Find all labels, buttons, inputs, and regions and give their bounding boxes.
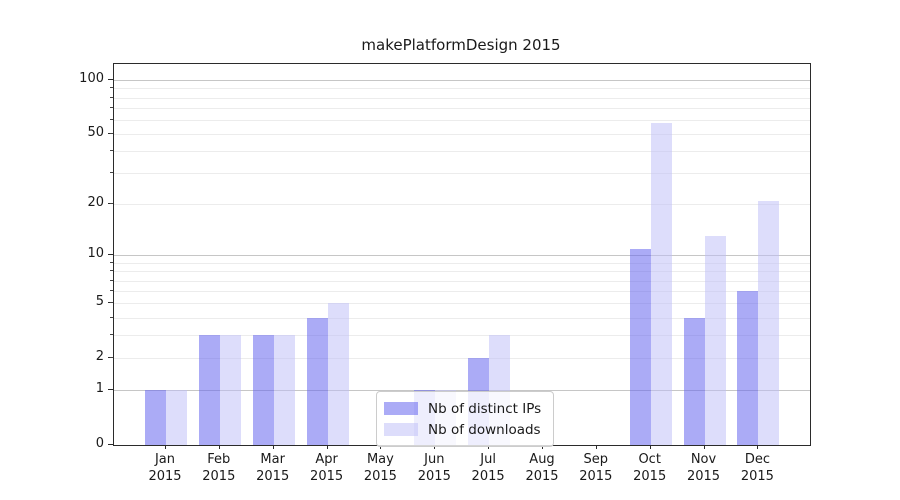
y-minor-tick-mark [110,334,113,336]
gridline [114,97,810,99]
x-tick-mark [326,445,328,449]
gridline [114,262,810,264]
x-tick-mark [434,445,436,449]
gridline [114,358,810,360]
bar-downloads-apr [327,303,349,445]
y-minor-tick-mark [110,357,113,359]
x-tick-label: Jun 2015 [417,452,451,484]
bar-distinct-ips-apr [306,317,328,445]
x-tick-mark [218,445,220,449]
legend-label: Nb of downloads [428,421,541,438]
y-minor-tick-mark [110,118,113,120]
bar-downloads-jan [166,390,187,445]
chart-title: makePlatformDesign 2015 [361,36,561,54]
y-tick-label: 2 [95,349,104,365]
gridline [114,88,810,90]
x-tick-label: Apr 2015 [310,452,344,484]
plot-area [113,63,811,446]
bar-distinct-ips-oct [629,248,651,445]
x-tick-mark [165,445,166,449]
x-tick-mark [488,445,490,449]
gridline [114,317,810,319]
gridline-major [114,390,810,392]
x-tick-label: Mar 2015 [256,452,290,484]
x-tick-label: Jan 2015 [148,452,182,484]
y-minor-tick-mark [110,172,113,174]
y-tick-mark [108,444,113,445]
legend-item-distinct-ips: Nb of distinct IPs [384,398,541,419]
y-minor-tick-mark [110,87,113,89]
x-tick-label: Sep 2015 [579,452,613,484]
x-tick-label: Dec 2015 [740,452,774,484]
bar-downloads-oct [650,122,672,445]
y-minor-tick-mark [110,203,113,205]
gridline [114,204,810,206]
bar-distinct-ips-mar [252,335,274,445]
gridline [114,134,810,136]
y-tick-label: 5 [95,294,104,310]
gridline [114,119,810,121]
x-tick-label: Oct 2015 [633,452,667,484]
gridline-major [114,255,810,257]
legend: Nb of distinct IPs Nb of downloads [376,391,555,447]
bar-distinct-ips-nov [683,317,705,445]
x-tick-mark [703,445,705,449]
gridline [114,280,810,282]
bar-distinct-ips-feb [198,335,220,445]
y-minor-tick-mark [110,290,113,292]
legend-item-downloads: Nb of downloads [384,419,541,440]
gridline [114,173,810,175]
y-tick-label: 10 [87,246,104,262]
gridline [114,303,810,305]
bar-downloads-nov [704,236,726,445]
gridline [114,107,810,109]
x-tick-mark [757,445,759,449]
bar-downloads-dec [758,200,780,445]
gridline [114,335,810,337]
gridline [114,291,810,293]
gridline [114,271,810,273]
y-tick-mark [108,79,113,80]
y-tick-label: 20 [87,195,104,211]
y-minor-tick-mark [110,96,113,98]
y-minor-tick-mark [110,261,113,263]
x-tick-mark [542,445,543,449]
bar-distinct-ips-dec [737,291,759,445]
y-minor-tick-mark [110,150,113,152]
y-tick-mark [108,254,113,256]
y-minor-tick-mark [110,133,113,135]
gridline-major [114,80,810,81]
y-tick-label: 50 [87,125,104,141]
x-tick-label: May 2015 [363,452,397,484]
x-tick-label: Jul 2015 [471,452,505,484]
y-tick-label: 1 [95,381,104,397]
bar-downloads-mar [273,335,295,445]
gridline [114,151,810,153]
legend-swatch-distinct-ips [384,402,418,415]
x-tick-mark [649,445,651,449]
x-tick-label: Feb 2015 [202,452,236,484]
y-tick-label: 0 [95,436,104,451]
bar-downloads-feb [219,335,241,445]
y-minor-tick-mark [110,106,113,108]
y-minor-tick-mark [110,270,113,272]
y-tick-label: 100 [79,71,104,86]
legend-swatch-downloads [384,423,418,436]
x-tick-mark [380,445,382,449]
x-tick-mark [272,445,274,449]
y-minor-tick-mark [110,302,113,304]
x-tick-mark [595,445,597,449]
y-minor-tick-mark [110,316,113,318]
bar-distinct-ips-jan [145,390,166,445]
x-tick-label: Nov 2015 [686,452,721,484]
y-minor-tick-mark [110,279,113,281]
y-tick-mark [108,389,113,391]
legend-label: Nb of distinct IPs [428,400,542,417]
x-tick-label: Aug 2015 [525,452,559,484]
